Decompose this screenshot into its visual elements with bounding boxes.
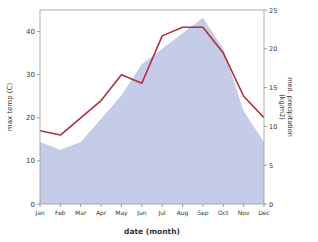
x-tick xyxy=(80,204,81,207)
x-tick xyxy=(264,204,265,207)
x-tick xyxy=(101,204,102,207)
x-tick-label: Oct xyxy=(218,209,229,216)
x-tick-label: Jul xyxy=(158,209,167,217)
y2-tick-label: 0 xyxy=(269,201,273,209)
y-tick-label: 40 xyxy=(26,28,35,36)
plot-area xyxy=(40,18,264,204)
x-tick xyxy=(121,204,122,207)
x-tick-label: Sep xyxy=(197,209,209,217)
x-tick-label: Feb xyxy=(55,209,66,216)
y2-tick-label: 15 xyxy=(269,84,277,92)
y2-tick xyxy=(264,87,267,88)
x-tick-label: Apr xyxy=(96,209,107,217)
y-tick xyxy=(37,31,40,32)
x-tick-label: Nov xyxy=(238,209,250,216)
x-tick xyxy=(60,204,61,207)
y2-tick-label: 5 xyxy=(269,162,273,170)
y-tick-label: 10 xyxy=(26,157,35,165)
x-tick xyxy=(243,204,244,207)
y-tick-label: 0 xyxy=(31,201,35,209)
y-axis-label: max temp (C) xyxy=(6,83,14,132)
precip-area xyxy=(40,18,264,204)
x-axis-label: date (month) xyxy=(124,227,180,236)
y2-tick xyxy=(264,48,267,49)
y2-tick xyxy=(264,126,267,127)
y2-axis-label: med. precipitation(kg/m2) xyxy=(278,77,294,137)
x-tick xyxy=(182,204,183,207)
x-tick xyxy=(202,204,203,207)
x-tick-label: May xyxy=(115,209,128,217)
x-tick-label: Jun xyxy=(136,209,147,217)
y2-axis-label-line: (kg/m2) xyxy=(278,94,286,120)
y2-tick xyxy=(264,10,267,11)
y2-tick xyxy=(264,165,267,166)
plot-frame xyxy=(40,10,264,204)
y2-tick-label: 10 xyxy=(269,123,277,131)
temp-line xyxy=(40,27,264,135)
y-tick xyxy=(37,117,40,118)
y2-tick-label: 20 xyxy=(269,45,277,53)
x-tick xyxy=(40,204,41,207)
x-tick xyxy=(141,204,142,207)
x-tick-label: Jan xyxy=(34,209,44,217)
x-tick-label: Mar xyxy=(75,209,87,216)
chart: 0 10 20 30 40 0 5 10 15 20 25 Jan Feb Mar Apr May Jun Jul… xyxy=(0,0,318,242)
x-tick xyxy=(223,204,224,207)
y-tick xyxy=(37,74,40,75)
x-tick-label: Dec xyxy=(258,209,270,216)
x-tick-label: Aug xyxy=(177,209,189,217)
y-tick-label: 20 xyxy=(26,114,35,122)
y2-axis-label-line: med. precipitation xyxy=(286,77,294,137)
y-tick-label: 30 xyxy=(26,71,35,79)
y-tick xyxy=(37,160,40,161)
y2-tick-label: 25 xyxy=(269,7,277,15)
x-tick xyxy=(162,204,163,207)
